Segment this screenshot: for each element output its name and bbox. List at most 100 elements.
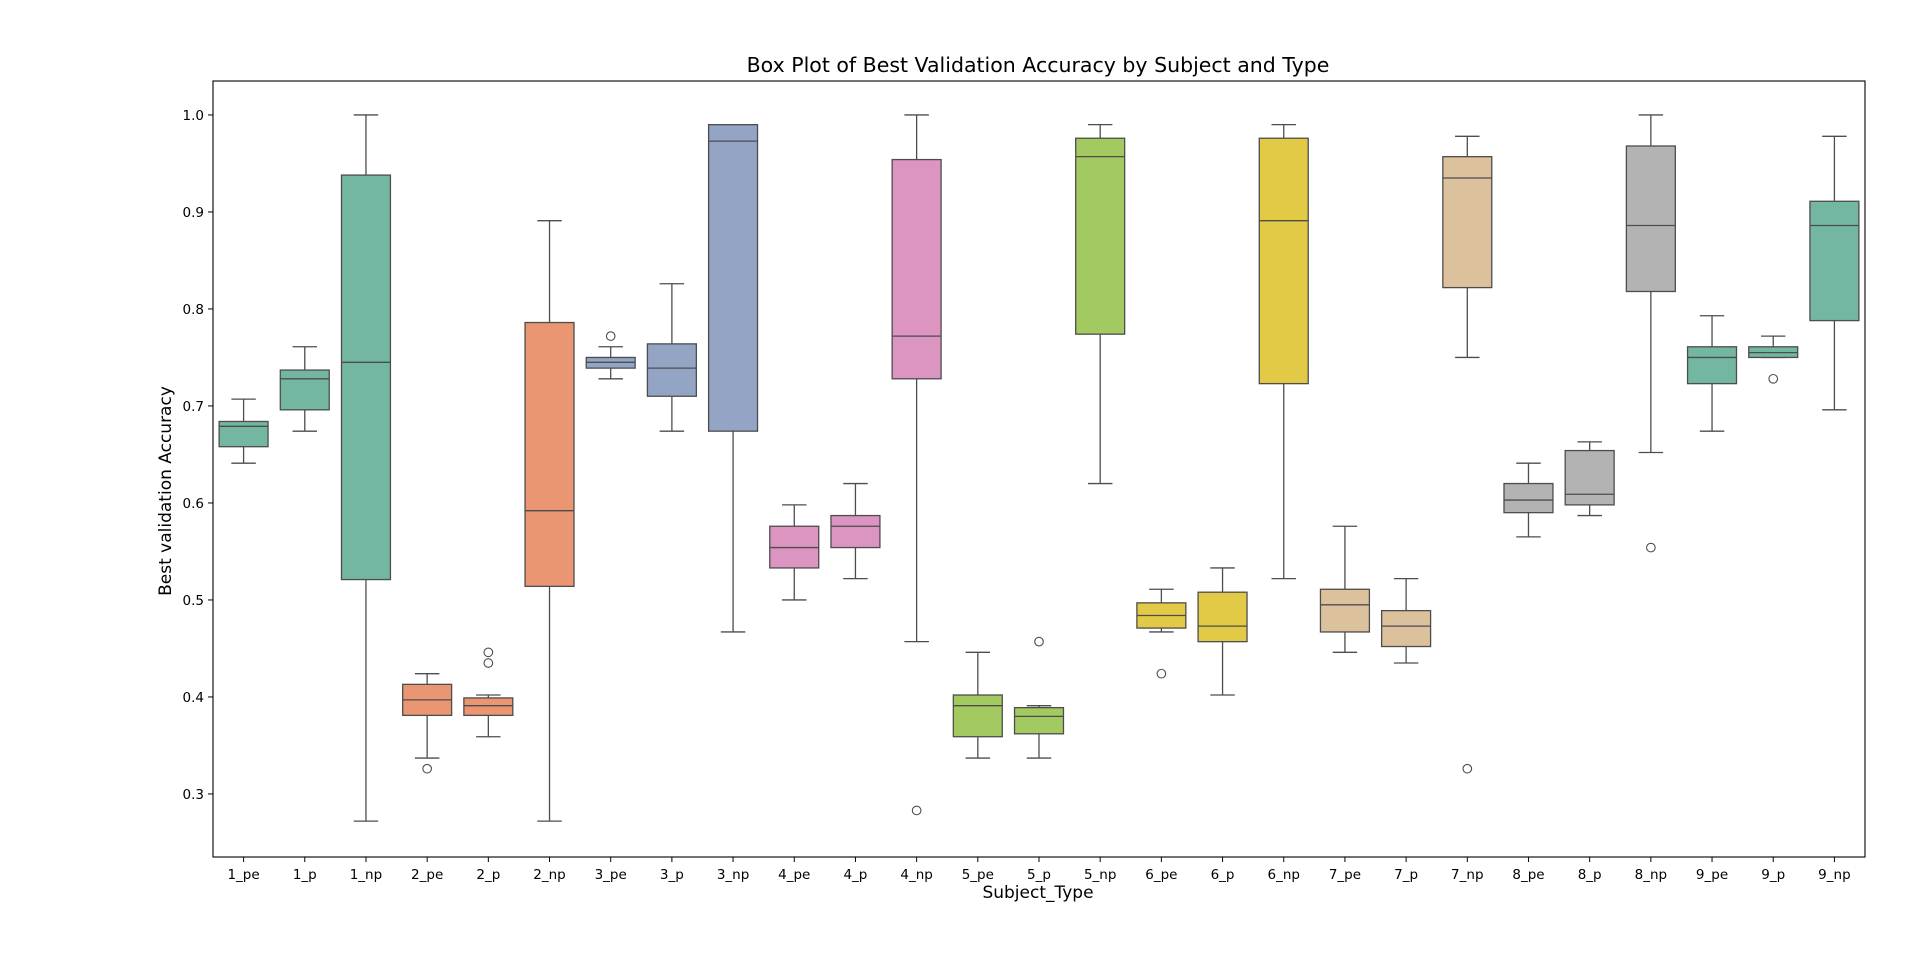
- box-group-1_pe: [218, 398, 269, 464]
- box-group-8_pe: [1503, 462, 1554, 538]
- y-tick-label-0.9: 0.9: [183, 205, 204, 221]
- box-7_p: [1380, 609, 1432, 648]
- box-2_p: [463, 697, 514, 717]
- box-8_pe: [1503, 482, 1554, 514]
- box-group-4_p: [830, 482, 881, 580]
- outlier-2_p-0: [483, 658, 494, 668]
- box-3_np: [707, 124, 759, 432]
- box-group-3_np: [707, 124, 759, 633]
- x-tick-label-3_p: 3_p: [660, 867, 684, 883]
- x-tick-label-5_pe: 5_pe: [962, 867, 994, 883]
- x-axis-label: Subject_Type: [982, 883, 1093, 903]
- x-tick-label-8_pe: 8_pe: [1512, 867, 1544, 883]
- x-axis-ticks: 1_pe 1_p 1_np 2_pe 2_p 2_np 3_pe 3_p 3_np 4_pe 4_p…: [227, 857, 1851, 883]
- box-group-7_np: [1442, 135, 1493, 774]
- box-group-3_p: [646, 283, 698, 432]
- box-8_p: [1564, 449, 1615, 506]
- box-group-6_p: [1197, 567, 1248, 696]
- box-group-2_pe: [402, 673, 453, 774]
- x-tick-label-6_p: 6_p: [1211, 867, 1235, 883]
- y-tick-label-1.0: 1.0: [183, 108, 204, 124]
- box-6_np: [1258, 137, 1309, 385]
- outlier-7_np-0: [1462, 763, 1473, 774]
- box-group-3_pe: [585, 331, 636, 380]
- y-tick-label-0.5: 0.5: [183, 593, 204, 609]
- x-tick-label-2_np: 2_np: [533, 867, 565, 883]
- x-tick-label-5_p: 5_p: [1027, 867, 1051, 883]
- outlier-6_pe-0: [1156, 668, 1167, 679]
- box-group-6_np: [1258, 124, 1309, 580]
- box-group-4_np: [891, 114, 942, 816]
- x-tick-label-3_np: 3_np: [717, 867, 749, 883]
- y-tick-label-0.7: 0.7: [183, 399, 204, 415]
- x-tick-label-6_pe: 6_pe: [1145, 867, 1177, 883]
- outlier-5_p-0: [1034, 636, 1044, 647]
- box-group-8_p: [1564, 441, 1615, 517]
- plot-area: [218, 114, 1860, 822]
- y-tick-label-0.4: 0.4: [183, 690, 204, 706]
- x-tick-label-1_p: 1_p: [293, 867, 317, 883]
- box-group-1_p: [279, 346, 330, 432]
- x-tick-label-2_pe: 2_pe: [411, 867, 443, 883]
- outlier-8_np-0: [1646, 542, 1656, 553]
- box-4_p: [830, 514, 881, 549]
- box-group-6_pe: [1136, 588, 1187, 679]
- outlier-2_pe-0: [422, 763, 432, 774]
- box-group-5_p: [1013, 636, 1065, 759]
- box-group-7_pe: [1319, 525, 1371, 653]
- x-tick-label-7_p: 7_p: [1394, 867, 1418, 883]
- box-group-2_np: [524, 220, 575, 822]
- x-tick-label-8_np: 8_np: [1635, 867, 1667, 883]
- x-tick-label-4_p: 4_p: [843, 867, 867, 883]
- box-group-1_np: [340, 114, 392, 822]
- x-tick-label-7_np: 7_np: [1451, 867, 1483, 883]
- box-group-8_np: [1625, 114, 1676, 553]
- x-tick-label-2_p: 2_p: [476, 867, 500, 883]
- box-4_np: [891, 158, 942, 380]
- box-8_np: [1625, 145, 1676, 293]
- x-tick-label-9_np: 9_np: [1818, 867, 1850, 883]
- box-group-5_np: [1075, 124, 1126, 485]
- y-tick-label-0.8: 0.8: [183, 302, 204, 318]
- box-1_pe: [218, 420, 269, 448]
- x-tick-label-1_pe: 1_pe: [227, 867, 259, 883]
- x-tick-label-3_pe: 3_pe: [595, 867, 627, 883]
- box-7_pe: [1319, 588, 1371, 633]
- box-group-2_p: [463, 647, 514, 738]
- box-3_p: [646, 343, 698, 397]
- box-1_p: [279, 369, 330, 411]
- box-9_np: [1809, 200, 1860, 322]
- x-tick-label-6_np: 6_np: [1268, 867, 1300, 883]
- x-tick-label-8_p: 8_p: [1578, 867, 1602, 883]
- y-tick-label-0.3: 0.3: [183, 787, 204, 803]
- box-9_pe: [1686, 346, 1738, 385]
- box-7_np: [1442, 156, 1493, 289]
- y-axis-ticks: 0.3 0.4 0.5 0.6 0.7 0.8 0.9 1.0: [183, 108, 213, 803]
- box-group-7_p: [1380, 577, 1432, 664]
- x-tick-label-4_pe: 4_pe: [778, 867, 810, 883]
- x-tick-label-7_pe: 7_pe: [1329, 867, 1361, 883]
- box-6_p: [1197, 591, 1248, 643]
- outlier-2_p-1: [483, 647, 494, 658]
- box-5_pe: [952, 694, 1003, 738]
- box-5_np: [1075, 137, 1126, 335]
- x-tick-label-9_p: 9_p: [1761, 867, 1785, 883]
- chart-title: Box Plot of Best Validation Accuracy by …: [747, 53, 1330, 77]
- box-2_np: [524, 321, 575, 588]
- y-tick-label-0.6: 0.6: [183, 496, 204, 512]
- box-group-4_pe: [769, 504, 820, 601]
- box-5_p: [1013, 706, 1065, 735]
- box-group-9_np: [1809, 135, 1860, 411]
- x-tick-label-1_np: 1_np: [350, 867, 382, 883]
- x-tick-label-4_np: 4_np: [900, 867, 932, 883]
- box-group-9_p: [1748, 335, 1799, 384]
- outlier-9_p-0: [1768, 373, 1779, 384]
- y-axis-label: Best validation Accuracy: [156, 386, 176, 596]
- box-group-5_pe: [952, 651, 1003, 759]
- box-1_np: [340, 174, 392, 581]
- outlier-4_np-0: [911, 805, 922, 816]
- x-tick-label-9_pe: 9_pe: [1696, 867, 1728, 883]
- outlier-3_pe-0: [605, 331, 616, 341]
- box-group-9_pe: [1686, 315, 1738, 432]
